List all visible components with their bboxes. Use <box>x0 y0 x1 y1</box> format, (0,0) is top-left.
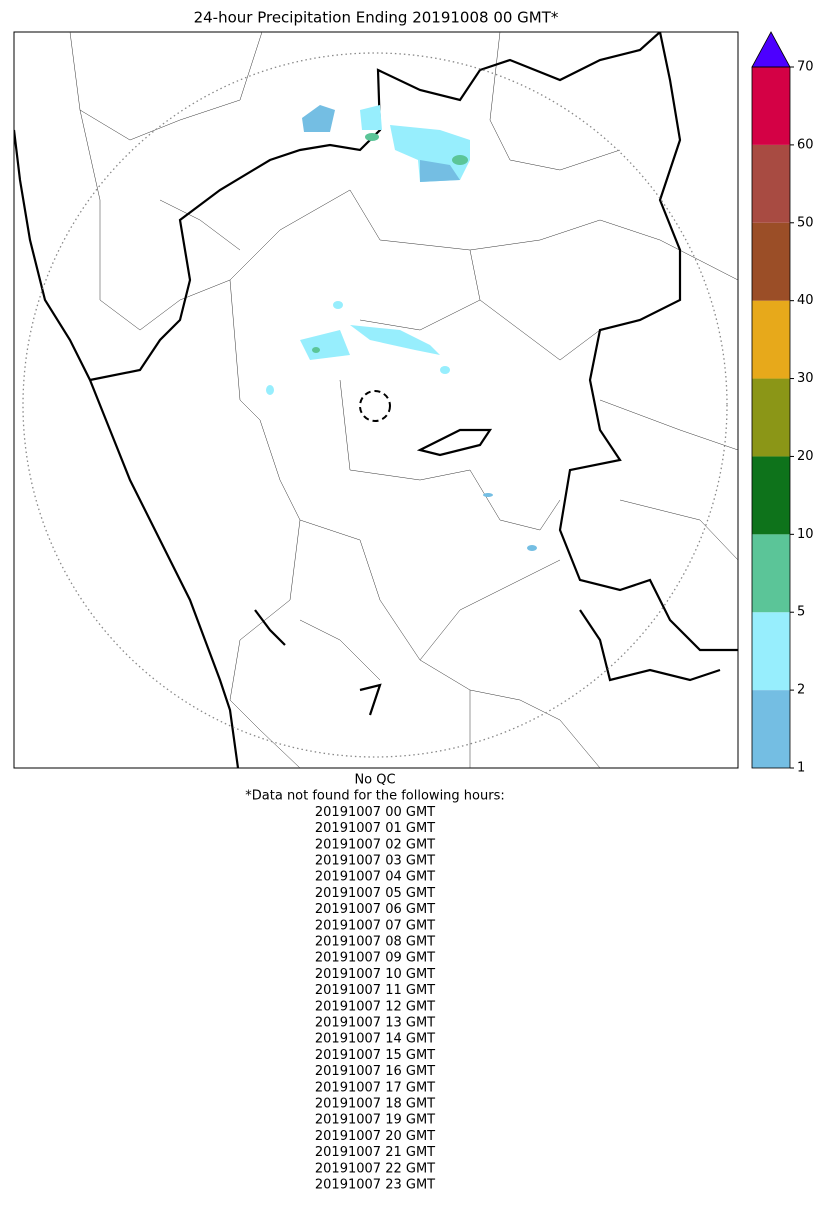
radar-range <box>22 52 728 758</box>
footnote-line: No QC <box>354 773 395 788</box>
footnote-line: 20191007 10 GMT <box>315 967 435 982</box>
tick-label: 20 <box>797 449 814 464</box>
footnote-line: 20191007 04 GMT <box>315 870 435 885</box>
district-borders <box>69 32 738 768</box>
footnote-line: 20191007 09 GMT <box>315 951 435 966</box>
footnote-line: 20191007 13 GMT <box>315 1016 435 1031</box>
footnote-line: 20191007 12 GMT <box>315 999 435 1014</box>
footnote-line: 20191007 14 GMT <box>315 1032 435 1047</box>
footnote-line: 20191007 01 GMT <box>315 821 435 836</box>
color-segment <box>752 67 790 145</box>
footnote-line: 20191007 21 GMT <box>315 1145 435 1160</box>
footnote-line: 20191007 00 GMT <box>315 805 435 820</box>
footnote-line: 20191007 03 GMT <box>315 854 435 869</box>
tick-label: 70 <box>797 60 814 75</box>
chart-title: 24-hour Precipitation Ending 20191008 00… <box>194 9 559 27</box>
footnote-line: 20191007 06 GMT <box>315 902 435 917</box>
footnote-line: 20191007 18 GMT <box>315 1097 435 1112</box>
colorbar: 1 2 5 10 20 30 40 50 60 70 <box>751 31 814 776</box>
footnote-line: 20191007 02 GMT <box>315 837 435 852</box>
inner-border <box>254 428 721 716</box>
color-segment <box>752 534 790 613</box>
tick-label: 2 <box>797 683 805 698</box>
footnote-line: 20191007 17 GMT <box>315 1080 435 1095</box>
footnote-line: 20191007 16 GMT <box>315 1064 435 1079</box>
radar-site <box>359 390 391 422</box>
color-segment <box>752 690 790 768</box>
tick-label: 30 <box>797 371 814 386</box>
footnote-line: *Data not found for the following hours: <box>245 789 504 804</box>
coastline <box>14 129 240 768</box>
color-segment <box>752 144 790 223</box>
tick-label: 5 <box>797 605 805 620</box>
map-frame <box>13 31 739 769</box>
footnote-line: 20191007 07 GMT <box>315 918 435 933</box>
precip-areas <box>266 105 537 551</box>
color-segment <box>752 300 790 379</box>
footnote-line: 20191007 22 GMT <box>315 1161 435 1176</box>
tick-label: 40 <box>797 293 814 308</box>
footnote-line: 20191007 19 GMT <box>315 1113 435 1128</box>
tick-label: 10 <box>797 527 814 542</box>
color-segment <box>752 222 790 301</box>
over-triangle <box>751 31 791 68</box>
state-border <box>89 32 738 652</box>
tick-label: 50 <box>797 215 814 230</box>
footnote-line: 20191007 11 GMT <box>315 983 435 998</box>
color-segment <box>752 378 790 457</box>
footnote-line: 20191007 23 GMT <box>315 1178 435 1193</box>
footnote-line: 20191007 15 GMT <box>315 1048 435 1063</box>
map <box>13 31 739 769</box>
tick-label: 60 <box>797 137 814 152</box>
color-segment <box>752 456 790 535</box>
colorbar-frame <box>751 66 791 769</box>
footnote-line: 20191007 08 GMT <box>315 935 435 950</box>
footnote: No QC*Data not found for the following h… <box>245 773 504 1193</box>
color-segment <box>752 612 790 691</box>
tick-label: 1 <box>797 761 805 776</box>
footnote-line: 20191007 20 GMT <box>315 1129 435 1144</box>
footnote-line: 20191007 05 GMT <box>315 886 435 901</box>
